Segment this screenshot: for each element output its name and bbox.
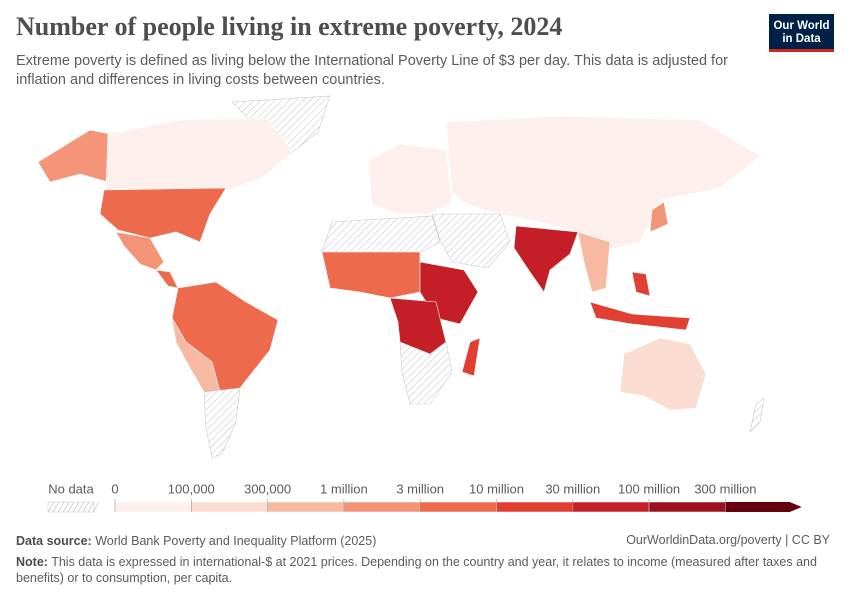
source-text: World Bank Poverty and Inequality Platfo… xyxy=(95,534,377,548)
philippines[interactable] xyxy=(631,271,651,297)
hatch-line xyxy=(63,502,69,512)
legend-tick-label: 3 million xyxy=(396,481,444,496)
legend: No data 0 100,000 300,000 1 million 3 million… xyxy=(0,481,802,513)
legend-bin[interactable] xyxy=(572,501,650,513)
indonesia[interactable] xyxy=(589,301,691,331)
hatch-line xyxy=(53,502,59,512)
legend-bin[interactable] xyxy=(191,501,268,513)
west-africa[interactable] xyxy=(321,251,421,299)
hatch-line xyxy=(88,502,94,512)
legend-tick-label: 100 million xyxy=(618,481,680,496)
new-zealand[interactable] xyxy=(749,397,765,433)
legend-bin[interactable] xyxy=(267,501,345,513)
subtitle: Extreme poverty is defined as living bel… xyxy=(16,53,728,88)
usa[interactable] xyxy=(99,187,227,243)
europe[interactable] xyxy=(367,143,453,215)
southern-cone[interactable] xyxy=(203,387,241,459)
southeast-asia[interactable] xyxy=(577,231,611,293)
hatch-line xyxy=(73,502,79,512)
japan[interactable] xyxy=(649,201,669,233)
legend-bin-open xyxy=(725,502,802,512)
world-map xyxy=(37,95,765,459)
legend-tick-label: 1 million xyxy=(320,481,368,496)
hatch-line xyxy=(93,502,99,512)
hatch-line xyxy=(83,502,89,512)
legend-bin[interactable] xyxy=(343,501,421,513)
legend-tick-label: 300,000 xyxy=(244,481,291,496)
title: Number of people living in extreme pover… xyxy=(16,12,563,41)
australia[interactable] xyxy=(619,337,707,411)
south-america-north[interactable] xyxy=(171,281,279,393)
central-america[interactable] xyxy=(155,269,179,289)
hatch-line xyxy=(68,502,74,512)
note-label: Note: xyxy=(16,555,48,569)
madagascar[interactable] xyxy=(461,337,481,377)
legend-bin[interactable] xyxy=(114,501,192,513)
hatch-line xyxy=(78,502,84,512)
legend-tick-label: 300 million xyxy=(694,481,756,496)
legend-tick-label: 30 million xyxy=(545,481,600,496)
middle-east[interactable] xyxy=(431,213,511,269)
logo-line: in Data xyxy=(782,33,821,45)
source-label: Data source: xyxy=(16,534,92,548)
southern-africa[interactable] xyxy=(399,341,453,405)
note: Note: This data is expressed in internat… xyxy=(16,554,826,586)
legend-tick-label: 10 million xyxy=(469,481,524,496)
note-text: This data is expressed in international-… xyxy=(16,555,817,585)
india[interactable] xyxy=(513,225,579,293)
canada[interactable] xyxy=(105,117,293,191)
logo-line: Our World xyxy=(773,20,830,32)
hatch-line xyxy=(48,502,54,512)
legend-tick-label: 0 xyxy=(111,481,118,496)
legend-bin[interactable] xyxy=(419,501,497,513)
russia-asia[interactable] xyxy=(445,115,761,253)
legend-bin[interactable] xyxy=(648,501,726,513)
legend-tick-label: 100,000 xyxy=(168,481,215,496)
legend-bin[interactable] xyxy=(496,501,574,513)
alaska[interactable] xyxy=(37,129,111,183)
link[interactable]: OurWorldinData.org/poverty | CC BY xyxy=(626,533,830,547)
legend-no-data-label: No data xyxy=(48,481,94,496)
mexico[interactable] xyxy=(115,231,165,271)
logo[interactable]: Our World in Data xyxy=(769,14,834,52)
hatch-line xyxy=(58,502,64,512)
source: Data source: World Bank Poverty and Ineq… xyxy=(16,533,376,549)
